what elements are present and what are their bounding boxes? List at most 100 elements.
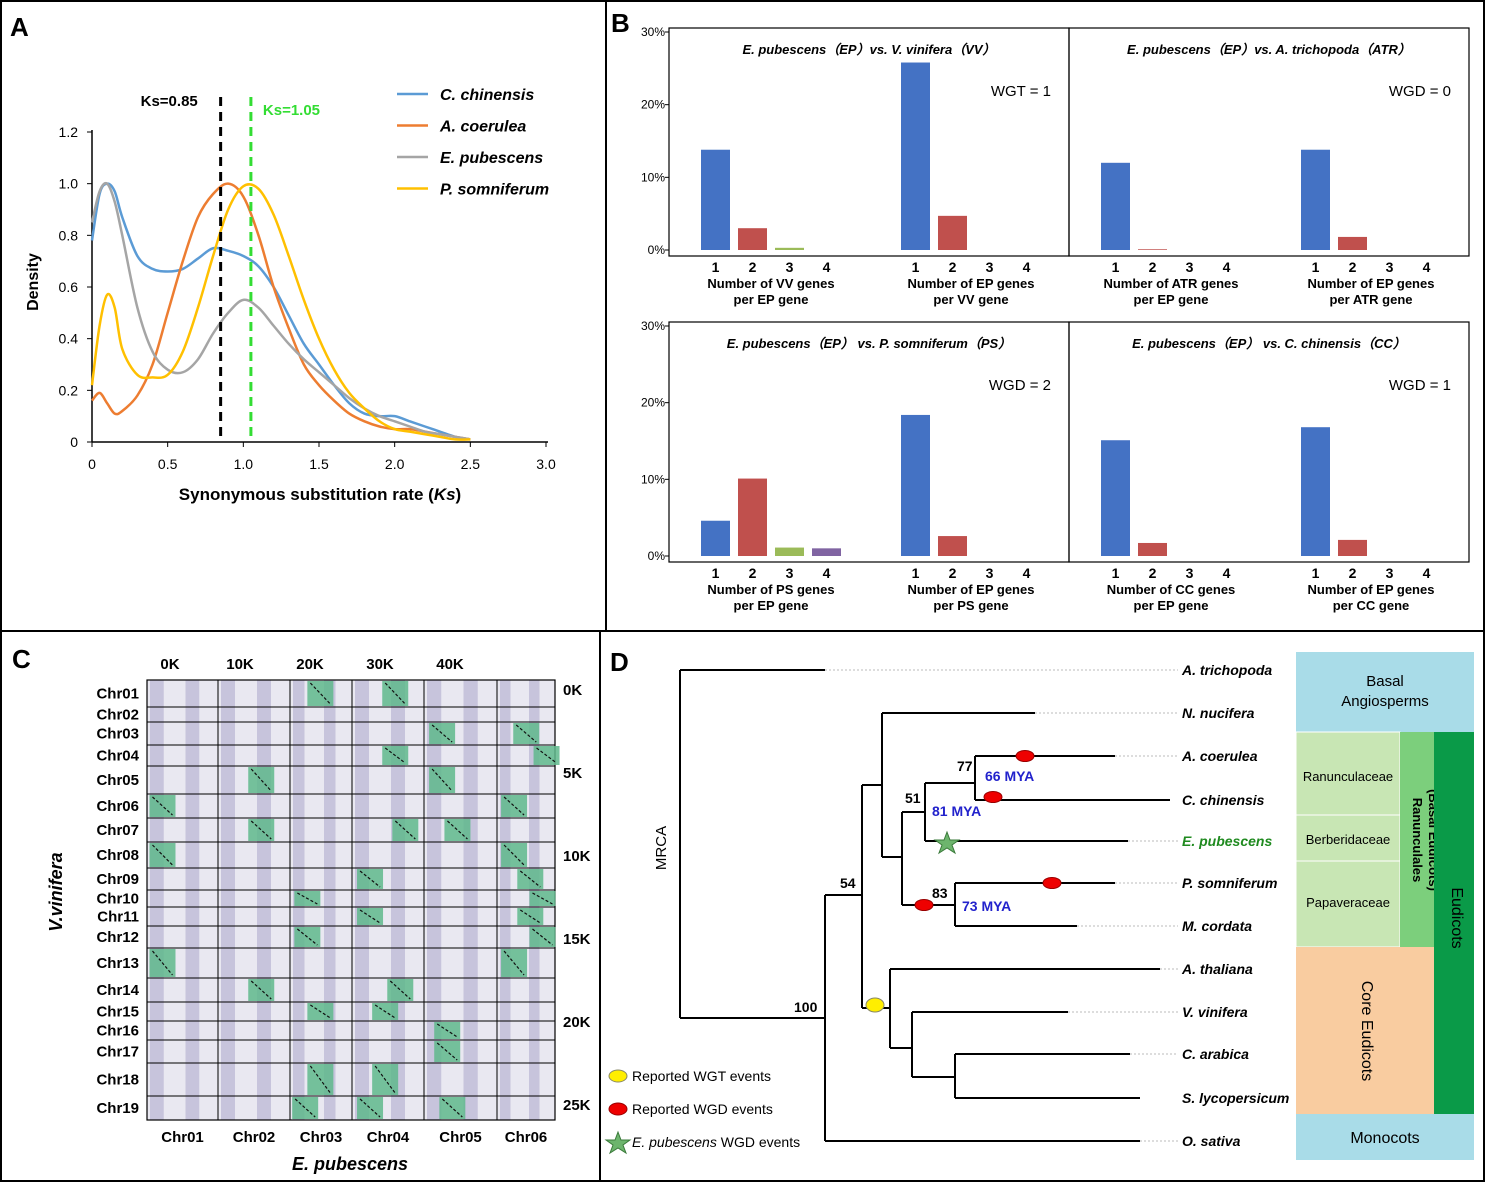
- c-synteny-dots: [310, 1004, 331, 1019]
- d-taxon-label: P. somniferum: [1182, 875, 1277, 891]
- a-legend-label: C. chinensis: [440, 87, 534, 104]
- c-y-tick-label: 20K: [563, 1014, 591, 1031]
- b-x-tick-label: 1: [912, 259, 920, 275]
- a-legend-label: P. somniferum: [440, 182, 549, 199]
- b-group-label-2: per CC gene: [1333, 598, 1410, 613]
- ranunculaceae-label: Ranunculaceae: [1303, 769, 1393, 784]
- b-subchart-title: E. pubescens（EP）vs. A. trichopoda（ATR）: [1127, 42, 1411, 57]
- a-x-label-main: Synonymous substitution rate (: [179, 485, 434, 504]
- c-synteny-dots: [359, 909, 381, 924]
- b-x-tick-label: 1: [1312, 259, 1320, 275]
- c-band: [463, 680, 478, 1120]
- b-event-label: WGD = 2: [989, 377, 1051, 394]
- a-y-tick-label: 1.2: [59, 124, 79, 140]
- d-taxon-label: C. chinensis: [1182, 792, 1265, 808]
- b-x-tick-label: 3: [986, 259, 994, 275]
- papaveraceae-box: [1295, 860, 1401, 948]
- c-x-tick-label: 0K: [160, 656, 179, 673]
- a-x-tick-label: 2.5: [461, 456, 481, 472]
- b-x-tick-label: 2: [1149, 259, 1157, 275]
- c-synteny-dots: [519, 909, 541, 924]
- core-box: [1296, 947, 1434, 1114]
- b-x-tick-label: 3: [1186, 259, 1194, 275]
- c-synteny-dots: [294, 1098, 316, 1118]
- b-x-tick-label: 4: [1423, 565, 1431, 581]
- b-x-tick-label: 1: [1112, 565, 1120, 581]
- b-x-tick-label: 1: [912, 565, 920, 581]
- b-y-tick-label: 30%: [641, 319, 665, 333]
- b-x-tick-label: 1: [712, 565, 720, 581]
- b-x-tick-label: 3: [986, 565, 994, 581]
- legend-ep-italic: E. pubescens: [632, 1134, 717, 1150]
- b-x-tick-label: 3: [786, 565, 794, 581]
- legend-wgt-icon: [608, 1069, 628, 1083]
- panel-d: D Basal Angiosperms Ranunculaceae Berber…: [604, 647, 1474, 1160]
- a-y-tick-label: 0: [70, 434, 78, 450]
- d-taxon-label: S. lycopersicum: [1182, 1090, 1289, 1106]
- b-y-tick-label: 0%: [648, 549, 666, 563]
- mrca-label: MRCA: [653, 826, 670, 870]
- a-x-label: Synonymous substitution rate (Ks): [179, 485, 461, 504]
- b-subchart: E. pubescens（EP） vs. C. chinensis（CC） WGD…: [1068, 321, 1470, 613]
- c-synteny-dots: [309, 1065, 331, 1094]
- c-synteny-dots: [515, 724, 537, 743]
- b-group-label-2: per PS gene: [933, 598, 1008, 613]
- bootstrap-77: 77: [957, 758, 973, 774]
- c-col-label: Chr02: [233, 1129, 276, 1146]
- b-y-tick-label: 20%: [641, 396, 665, 410]
- d-taxon-label: N. nucifera: [1182, 705, 1255, 721]
- b-x-tick-label: 3: [1386, 259, 1394, 275]
- b-x-tick-label: 2: [749, 565, 757, 581]
- ranunculales-box: [1400, 732, 1434, 947]
- basal-box: [1296, 652, 1474, 732]
- b-group-label-2: per EP gene: [1134, 292, 1209, 307]
- b-subchart-title: E. pubescens（EP） vs. P. somniferum（PS）: [727, 336, 1011, 351]
- c-synteny-dots: [519, 870, 541, 888]
- b-x-tick-label: 4: [1023, 565, 1031, 581]
- a-series-line: [90, 183, 471, 441]
- b-event-label: WGD = 0: [1389, 83, 1451, 100]
- b-x-tick-label: 2: [1349, 259, 1357, 275]
- c-synteny-dots: [436, 1023, 458, 1038]
- b-x-tick-label: 2: [1149, 565, 1157, 581]
- c-col-label: Chr04: [367, 1129, 410, 1146]
- panel-d-label: D: [610, 647, 629, 677]
- b-subchart-title: E. pubescens（EP） vs. C. chinensis（CC）: [1132, 336, 1406, 351]
- a-legend-label: A. coerulea: [439, 119, 526, 136]
- b-y-tick-label: 30%: [641, 25, 665, 39]
- d-taxon-label: C. arabica: [1182, 1046, 1249, 1062]
- b-bar: [901, 414, 930, 556]
- b-group-label-2: per ATR gene: [1329, 292, 1412, 307]
- bootstrap-83: 83: [932, 885, 948, 901]
- c-row-label: Chr01: [96, 686, 139, 703]
- d-taxon-label: A. trichopoda: [1181, 662, 1272, 678]
- b-subchart: 0% 10% 20% 30% E. pubescens（EP）vs. V. vinife…: [641, 25, 1070, 307]
- c-synteny-dots: [503, 950, 525, 976]
- b-bar: [1338, 236, 1367, 250]
- a-y-tick-label: 0.4: [59, 331, 79, 347]
- c-col-label: Chr03: [300, 1129, 343, 1146]
- b-x-tick-label: 1: [1312, 565, 1320, 581]
- bootstrap-100: 100: [794, 999, 818, 1015]
- b-y-tick-label: 20%: [641, 98, 665, 112]
- c-x-label: E. pubescens: [292, 1154, 408, 1174]
- a-y-tick-label: 1.0: [59, 176, 79, 192]
- b-x-tick-label: 2: [749, 259, 757, 275]
- d-taxon-label: A. thaliana: [1181, 961, 1253, 977]
- b-group-label-2: per EP gene: [1134, 598, 1209, 613]
- age-73: 73 MYA: [962, 898, 1011, 914]
- c-synteny-dots: [441, 1098, 463, 1118]
- b-bar: [901, 62, 930, 250]
- c-synteny-dots: [296, 928, 318, 946]
- c-row-label: Chr17: [96, 1044, 139, 1061]
- c-y-tick-label: 25K: [563, 1097, 591, 1114]
- b-subchart-frame: [1068, 27, 1470, 257]
- b-group-label-1: Number of VV genes: [707, 276, 834, 291]
- legend-ep-text: E. pubescens WGD events: [632, 1134, 800, 1150]
- a-x-tick-label: 2.0: [385, 456, 405, 472]
- b-x-tick-label: 2: [1349, 565, 1357, 581]
- eudicots-label: Eudicots: [1448, 887, 1465, 948]
- c-synteny-block: [248, 767, 275, 793]
- c-row-label: Chr10: [96, 891, 139, 908]
- b-subchart-frame: [1068, 321, 1470, 563]
